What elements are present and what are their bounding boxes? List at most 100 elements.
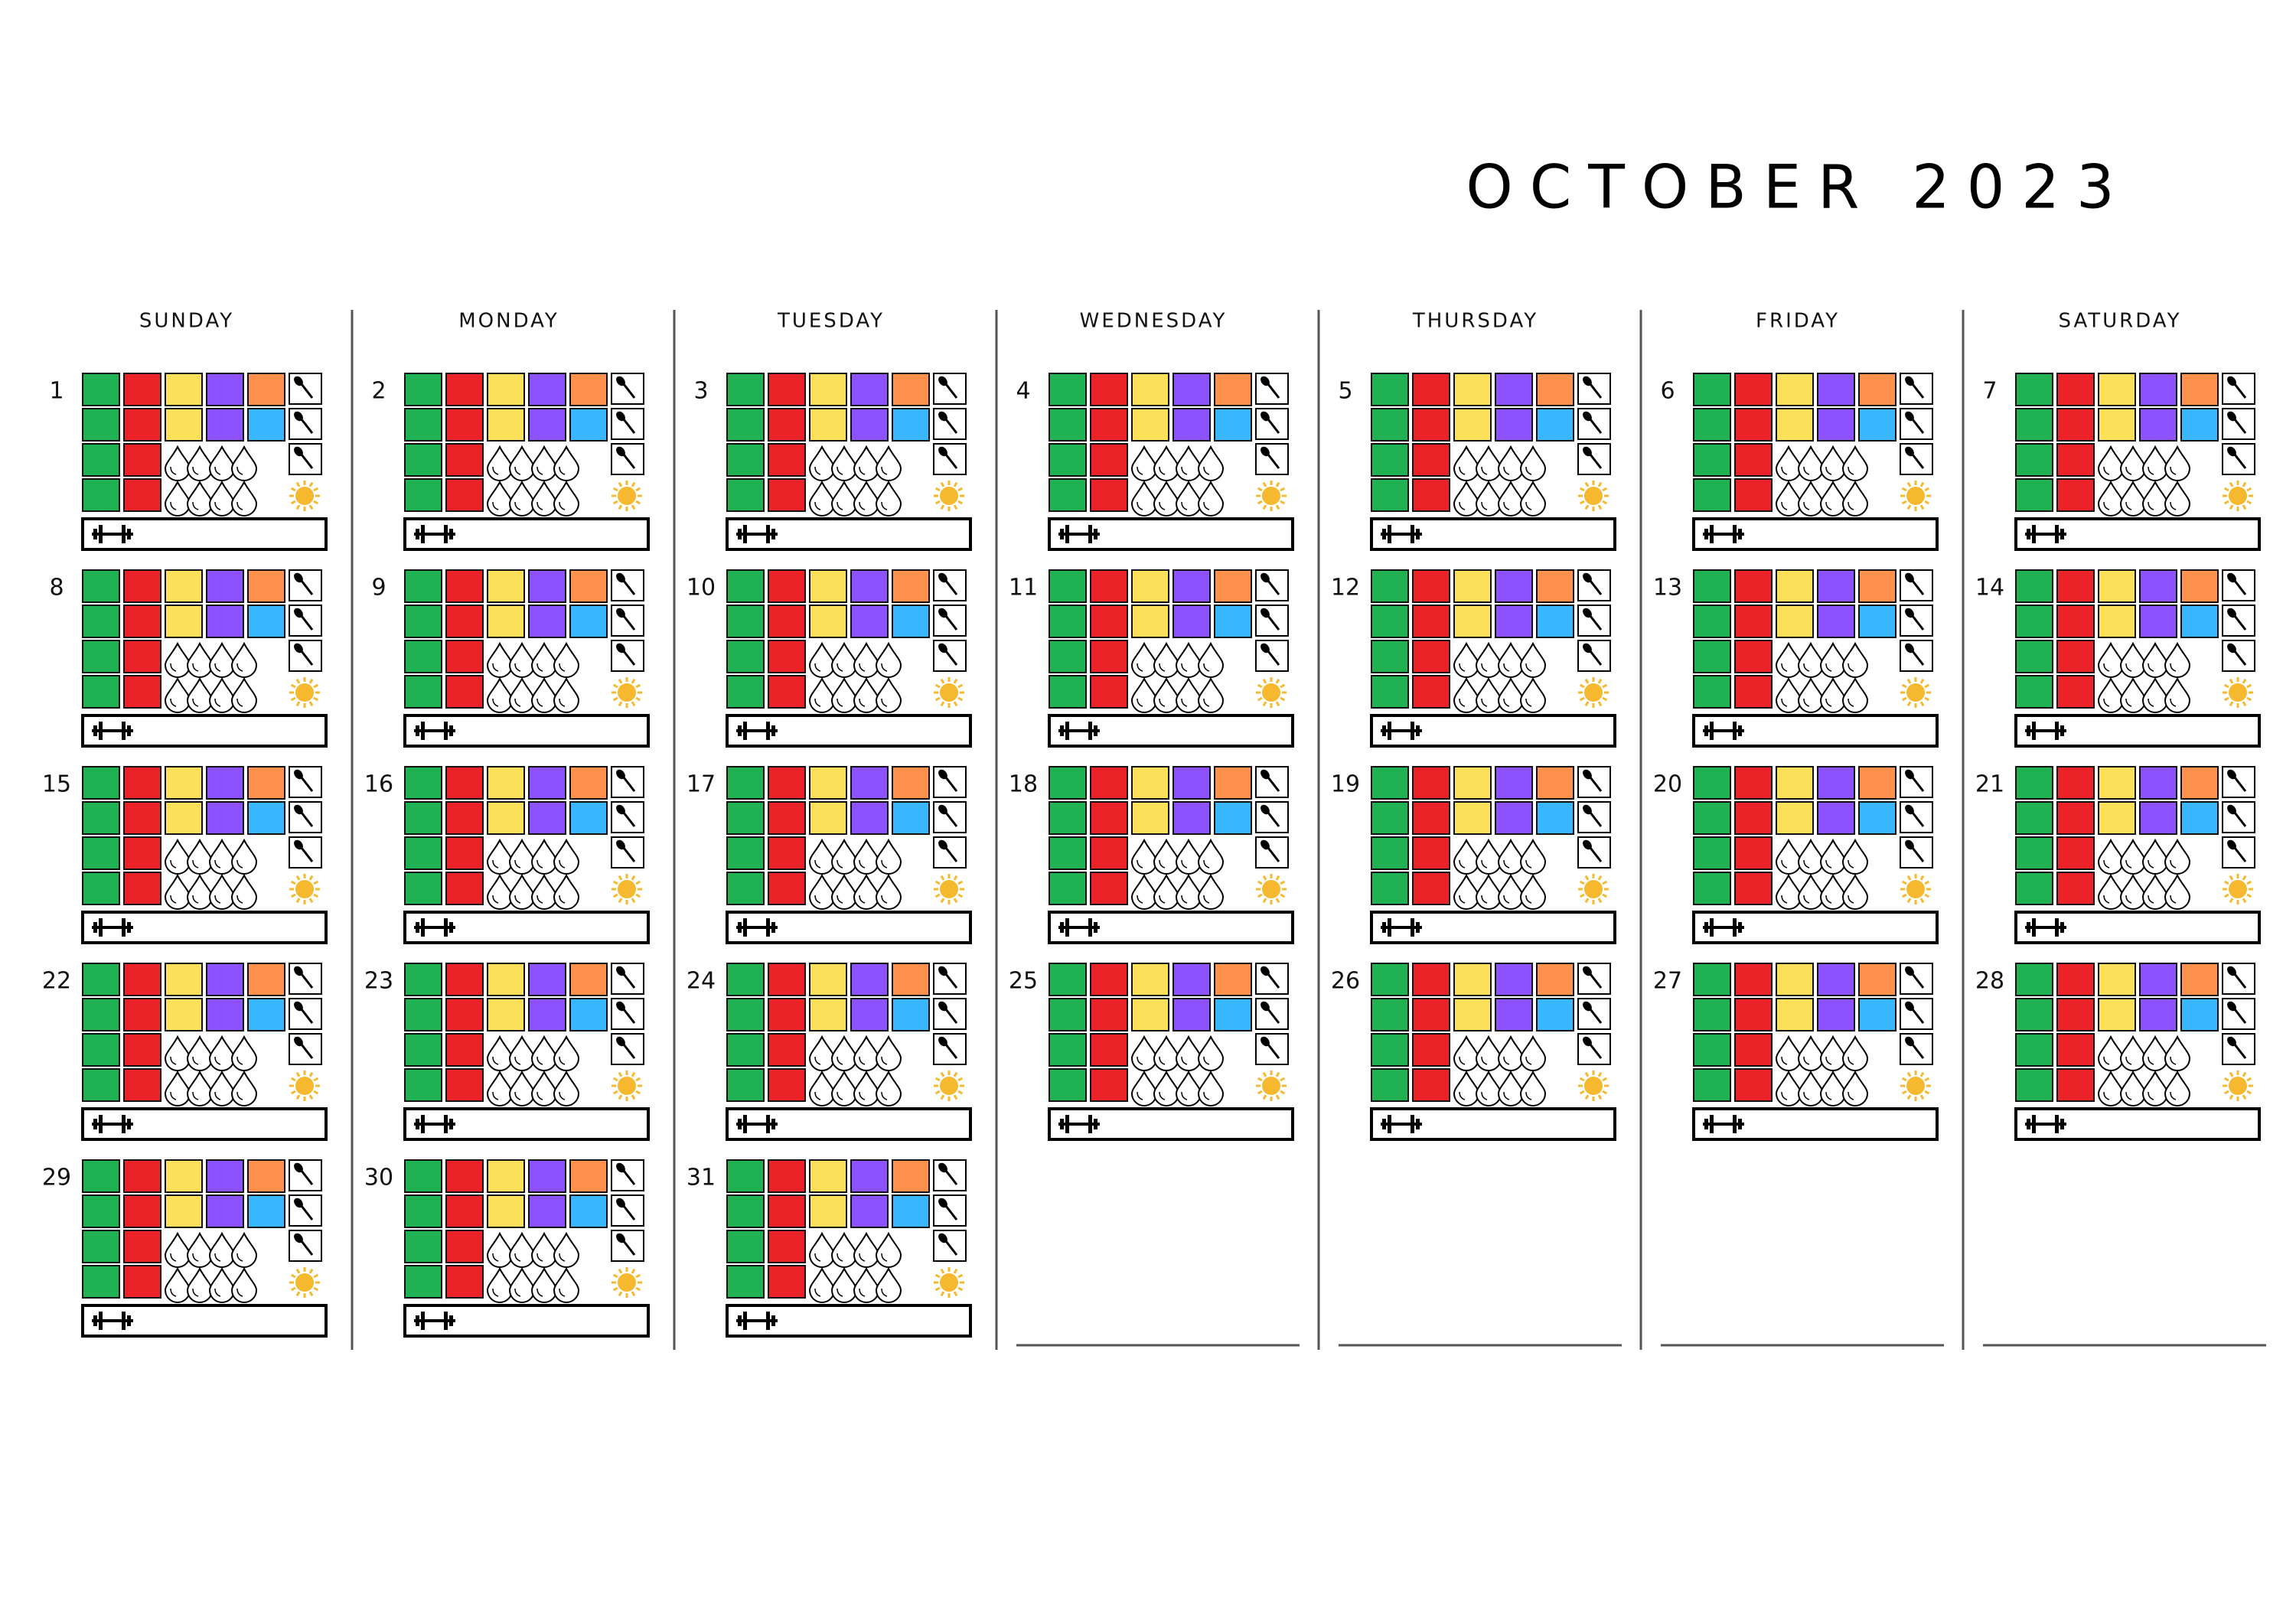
sun-ray	[934, 1077, 941, 1082]
sun	[1584, 683, 1603, 702]
sun-ray	[290, 1077, 296, 1082]
sun-ray	[1579, 880, 1585, 885]
habit-square	[726, 478, 765, 512]
sun-ray	[631, 504, 636, 510]
habit-square	[1371, 872, 1409, 905]
spoon-handle	[300, 615, 314, 631]
water-drop-shine	[1203, 501, 1210, 510]
spoon-handle	[944, 1044, 958, 1059]
spoon-head	[938, 804, 947, 815]
water-drop	[508, 873, 536, 910]
spoon-head	[1583, 1036, 1592, 1047]
dumbbell-plate	[444, 918, 448, 937]
water-drop	[875, 676, 902, 713]
habit-square	[2015, 443, 2053, 477]
habit-square	[892, 998, 930, 1031]
habit-square	[445, 1159, 484, 1193]
water-drop-shine	[2103, 1056, 2110, 1065]
habit-square	[726, 1265, 765, 1299]
spoon-handle	[622, 1044, 636, 1059]
habit-square	[2015, 1068, 2053, 1102]
spoon-handle	[2233, 973, 2247, 989]
water-drop	[508, 1266, 536, 1303]
water-drop	[1775, 873, 1802, 910]
habit-square	[445, 569, 484, 603]
sun-ray	[308, 1071, 314, 1077]
habit-square	[528, 998, 566, 1031]
sun-ray	[940, 875, 945, 881]
water-drop-shine	[1203, 663, 1210, 672]
water-drop-shine	[837, 698, 843, 707]
spoon-head	[1905, 1036, 1914, 1047]
habit-square	[123, 1265, 161, 1299]
spoon-head	[294, 1233, 303, 1243]
water-drop-shine	[1137, 1091, 1143, 1100]
water-drop-shine	[1481, 466, 1488, 475]
habit-square	[726, 640, 765, 673]
sun-ray	[934, 696, 941, 702]
habit-square	[2056, 675, 2095, 709]
spoon-head	[938, 966, 947, 976]
habit-square	[2098, 766, 2136, 800]
water-drop-shine	[492, 663, 499, 672]
water-drop-shine	[1181, 698, 1188, 707]
spoon-handle	[1589, 454, 1603, 469]
water-drop	[2097, 676, 2125, 713]
water-drop-shine	[859, 501, 866, 510]
habit-square	[809, 963, 847, 996]
dumbbell-plate	[1733, 1115, 1737, 1133]
habit-square	[892, 766, 930, 800]
sun-ray	[1597, 1071, 1603, 1077]
dumbbell-plate	[1388, 722, 1391, 740]
dumbbell-bar	[92, 533, 133, 536]
water-drop-shine	[814, 859, 821, 869]
spoon-handle	[622, 973, 636, 989]
water-drop-shine	[214, 698, 221, 707]
sun-ray	[618, 1071, 623, 1077]
habit-square	[1371, 963, 1409, 996]
water-drop-shine	[1181, 466, 1188, 475]
water-drop-shine	[1203, 466, 1210, 475]
water-drop	[230, 1070, 258, 1106]
sun	[2229, 487, 2247, 505]
dumbbell-plate	[93, 725, 97, 736]
day-number: 19	[1331, 771, 1360, 798]
habit-square	[1090, 478, 1128, 512]
habit-square	[206, 605, 244, 638]
water-drop-shine	[192, 859, 199, 869]
habit-square	[206, 373, 244, 406]
habit-square	[2180, 569, 2219, 603]
water-drop-shine	[2148, 859, 2154, 869]
sun-ray	[1257, 1090, 1263, 1095]
habit-square	[82, 373, 120, 406]
day-number: 11	[1009, 575, 1038, 601]
spoon-head	[616, 1233, 625, 1243]
habit-square	[1693, 443, 1731, 477]
water-drop-shine	[1503, 663, 1510, 672]
water-drop-shine	[1825, 859, 1832, 869]
habit-square	[850, 1194, 889, 1228]
habit-square	[726, 373, 765, 406]
dumbbell-plate	[2060, 725, 2064, 736]
spoon-head	[294, 839, 303, 850]
water-drop-shine	[236, 1056, 243, 1065]
dumbbell-bar	[1058, 926, 1100, 929]
day-number: 2	[371, 378, 386, 405]
weekday-label: THURSDAY	[1412, 310, 1538, 333]
sun-ray	[313, 487, 319, 492]
sun-ray	[2229, 678, 2234, 684]
habit-square	[1693, 1068, 1731, 1102]
spoon-head	[938, 572, 947, 583]
water-drop-shine	[837, 1288, 843, 1297]
dumbbell-bar	[92, 729, 133, 732]
water-drop	[164, 873, 191, 910]
habit-square	[404, 478, 442, 512]
water-drop	[164, 1266, 191, 1303]
sun	[618, 683, 636, 702]
water-drop	[1797, 873, 1825, 910]
sun-ray	[612, 696, 618, 702]
spoon-handle	[2233, 419, 2247, 434]
dumbbell-plate	[2055, 722, 2059, 740]
sun	[1906, 1077, 1925, 1095]
dumbbell-plate	[2055, 918, 2059, 937]
